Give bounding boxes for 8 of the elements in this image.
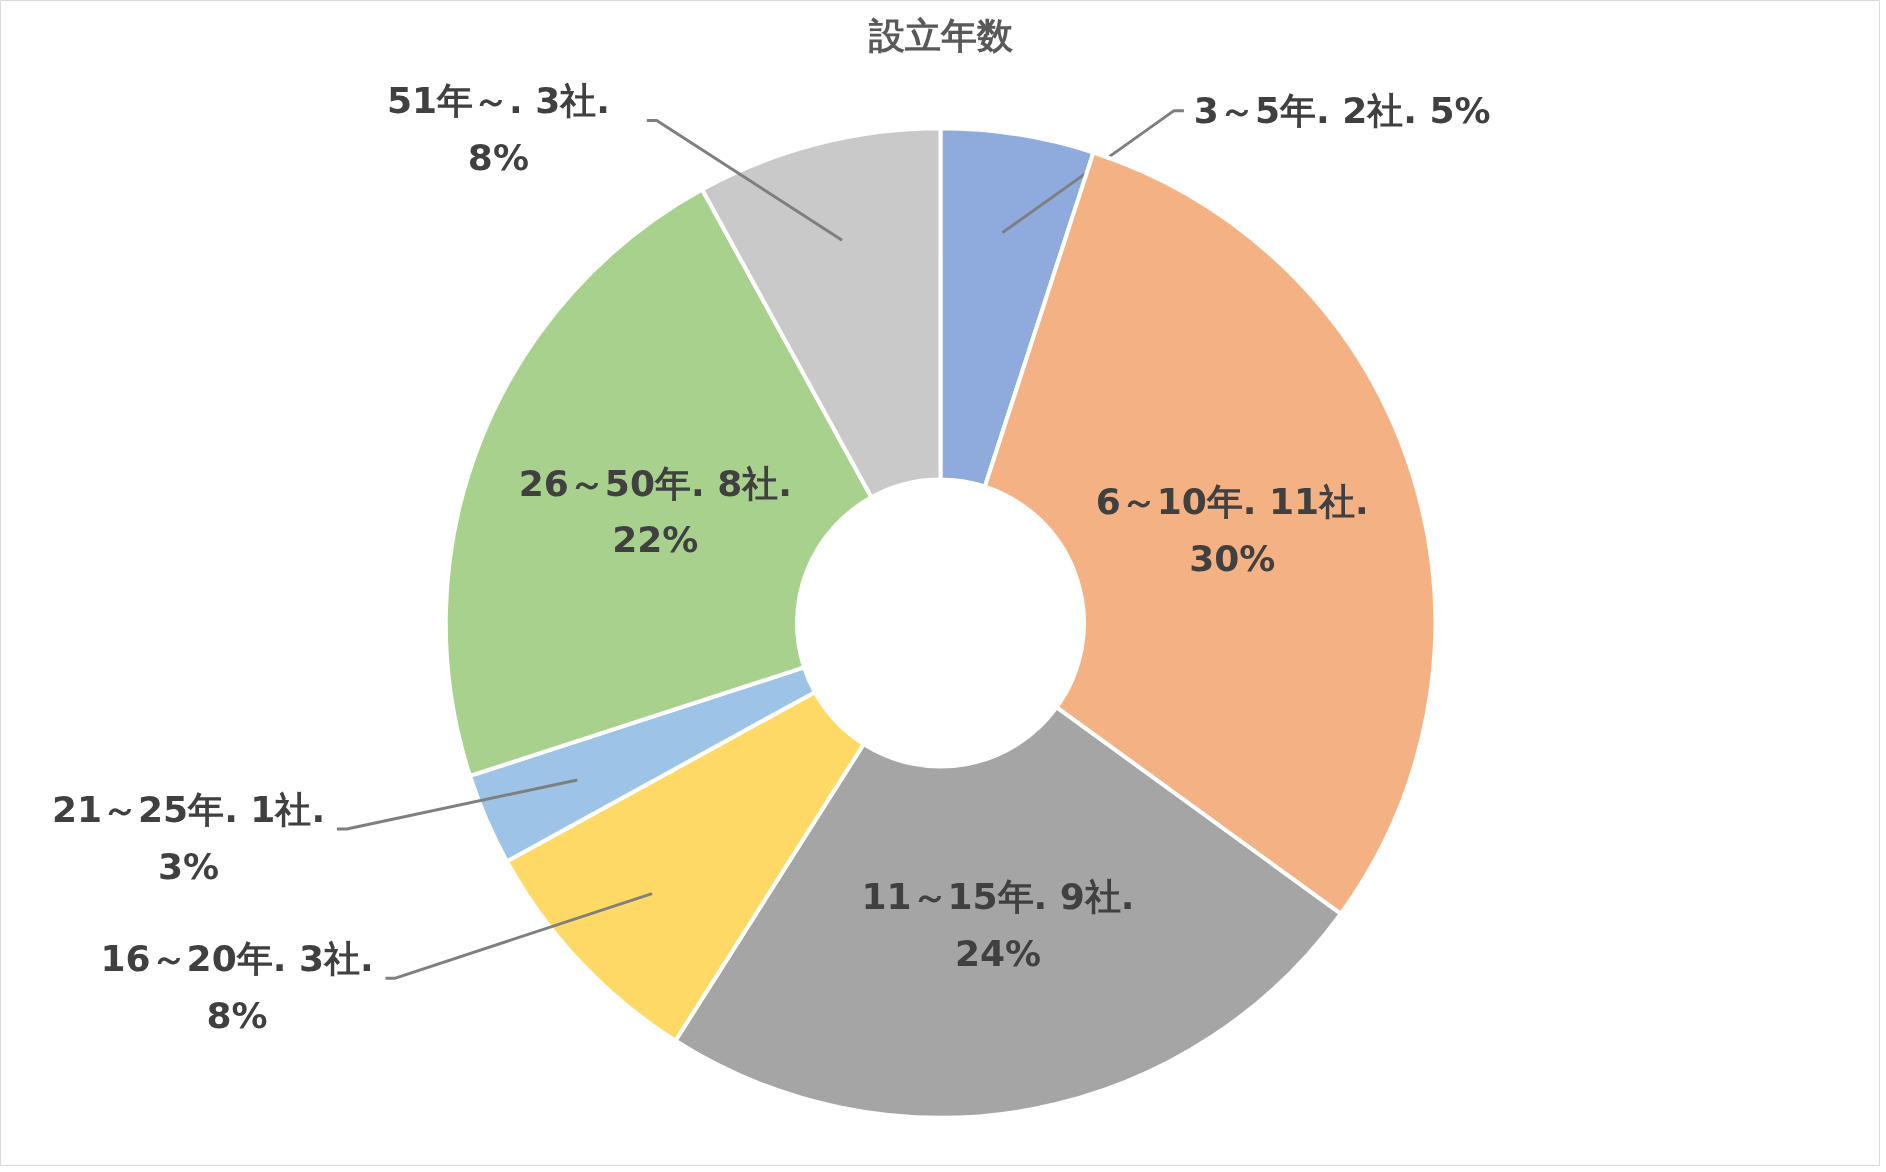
slice-label: 3～5年. 2社. 5%	[1193, 90, 1491, 132]
slice-label: 16～20年. 3社. 8%	[100, 937, 374, 1036]
slice-label: 51年～. 3社. 8%	[386, 80, 610, 179]
slice-label: 6～10年. 11社. 30%	[1095, 480, 1369, 579]
chart-title: 設立年数	[867, 14, 1014, 56]
slice-label: 21～25年. 1社. 3%	[51, 788, 326, 887]
slice-label: 11～15年. 9社. 24%	[861, 876, 1135, 975]
slice-label: 26～50年. 8社. 22%	[518, 462, 792, 561]
